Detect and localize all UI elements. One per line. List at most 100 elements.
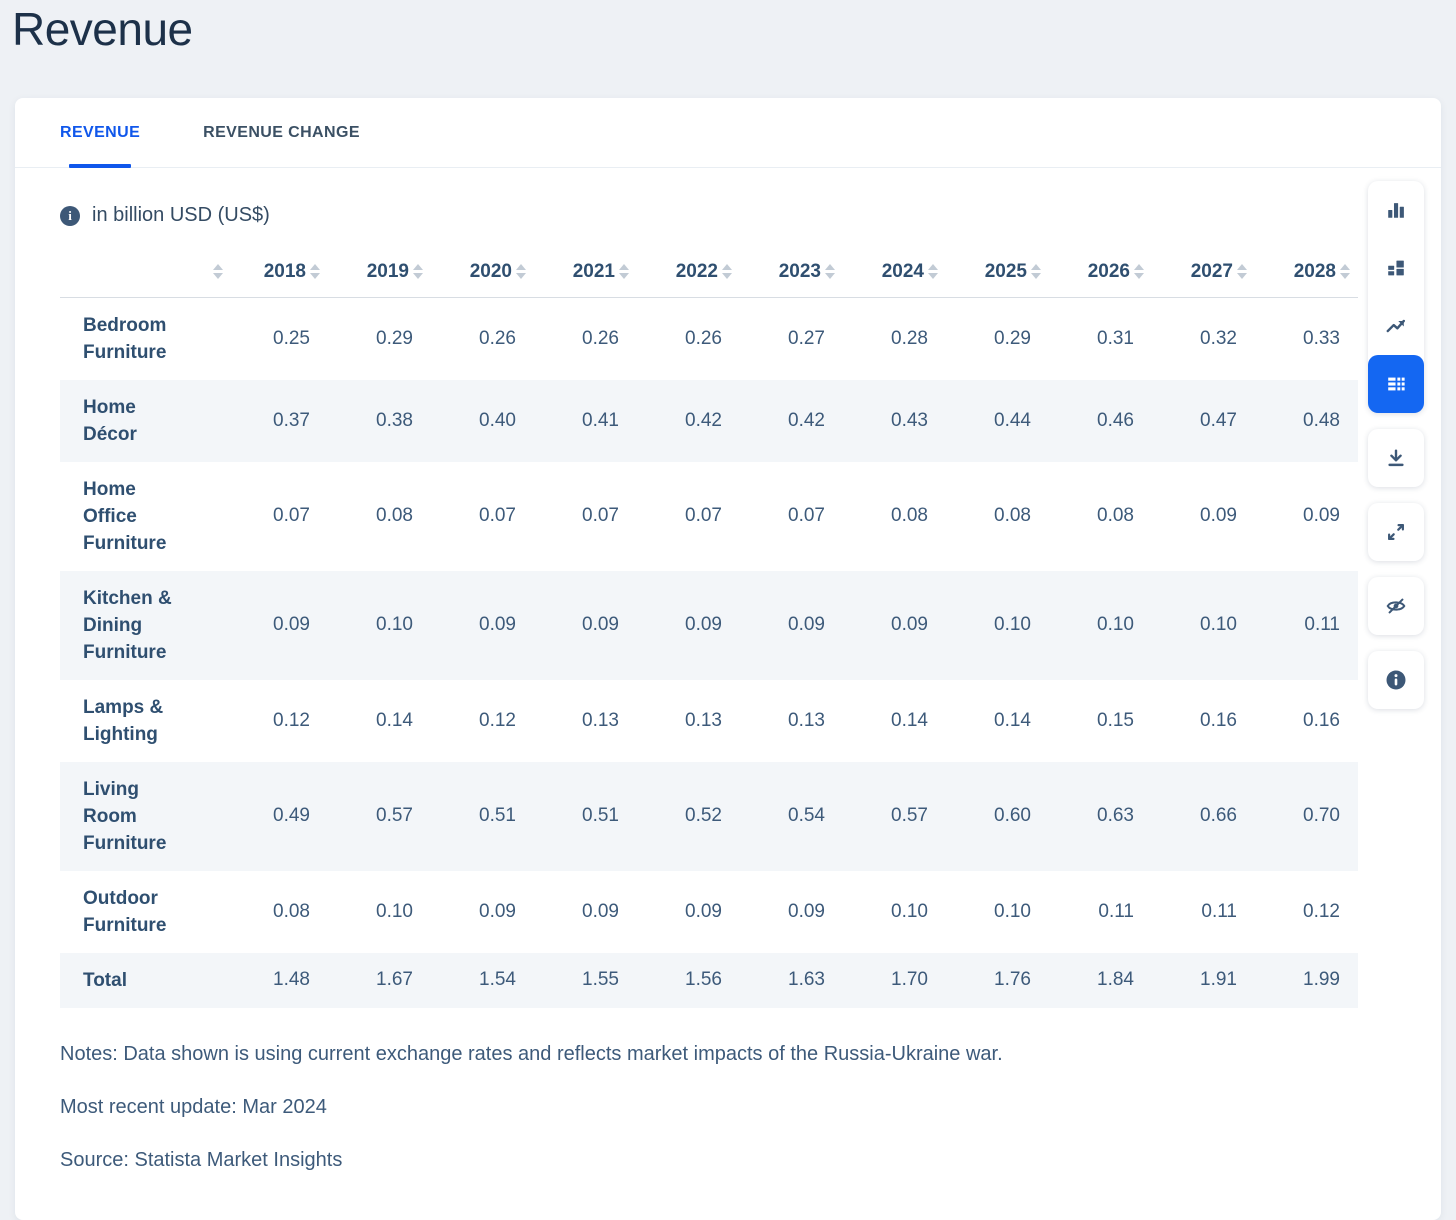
page-title: Revenue: [12, 3, 193, 55]
year-column-header[interactable]: 2026: [1049, 247, 1152, 298]
row-label: Kitchen & Dining Furniture: [83, 587, 172, 663]
stacked-bar-chart-icon: [1385, 257, 1407, 279]
unit-line: i in billion USD (US$): [60, 204, 1441, 227]
value-cell: 0.60: [994, 805, 1031, 826]
row-label: Total: [83, 969, 127, 991]
value-cell: 0.07: [273, 505, 310, 526]
value-cell: 0.09: [891, 614, 928, 635]
sort-icon[interactable]: [1340, 264, 1350, 280]
value-cell: 0.42: [788, 409, 825, 431]
value-cell: 0.09: [788, 614, 825, 635]
year-label: 2019: [366, 260, 409, 282]
tab-revenue[interactable]: REVENUE: [60, 98, 140, 167]
value-cell: 0.54: [788, 805, 825, 826]
value-cell: 1.48: [273, 969, 310, 990]
value-cell: 0.25: [273, 327, 310, 349]
table-view-button[interactable]: [1368, 355, 1424, 413]
value-cell: 0.14: [994, 709, 1031, 731]
value-cell: 0.51: [479, 805, 516, 826]
value-cell: 0.11: [1304, 614, 1340, 635]
info-button[interactable]: [1368, 651, 1424, 709]
value-cell: 0.08: [376, 505, 413, 526]
value-cell: 0.40: [479, 409, 516, 431]
value-cell: 0.08: [273, 900, 310, 922]
year-label: 2021: [572, 260, 615, 282]
table-row: Lamps & Lighting 0.12 0.14 0.12 0.13 0.13 0.13…: [60, 680, 1358, 762]
sort-icon[interactable]: [1134, 264, 1144, 280]
year-column-header[interactable]: 2019: [328, 247, 431, 298]
value-cell: 0.31: [1097, 327, 1134, 349]
sort-icon[interactable]: [1237, 264, 1247, 280]
year-column-header[interactable]: 2028: [1255, 247, 1358, 298]
row-label-column-header[interactable]: [60, 247, 225, 298]
year-label: 2023: [778, 260, 821, 282]
table-row: Living Room Furniture 0.49 0.57 0.51 0.51 0.5…: [60, 761, 1358, 871]
row-label: Bedroom Furniture: [83, 314, 167, 363]
table-row: Home Décor 0.37 0.38 0.40 0.41 0.42 0.42 0.43 0.…: [60, 379, 1358, 462]
info-icon[interactable]: i: [60, 205, 80, 226]
year-label: 2022: [675, 260, 718, 282]
sort-icon[interactable]: [1031, 264, 1041, 280]
year-column-header[interactable]: 2022: [637, 247, 740, 298]
value-cell: 0.38: [376, 409, 413, 431]
year-column-header[interactable]: 2021: [534, 247, 637, 298]
value-cell: 0.27: [788, 327, 825, 349]
value-cell: 0.10: [994, 900, 1031, 922]
tab-revenue-change[interactable]: REVENUE CHANGE: [203, 123, 360, 141]
sort-icon[interactable]: [413, 264, 423, 280]
value-cell: 0.26: [685, 327, 722, 349]
value-cell: 0.08: [891, 505, 928, 526]
year-column-header[interactable]: 2027: [1152, 247, 1255, 298]
line-chart-view-button[interactable]: [1368, 297, 1424, 355]
sort-icon[interactable]: [213, 264, 223, 280]
sort-icon[interactable]: [825, 264, 835, 280]
hide-button[interactable]: [1368, 577, 1424, 635]
expand-button[interactable]: [1368, 503, 1424, 561]
year-column-header[interactable]: 2025: [946, 247, 1049, 298]
view-switcher-group: [1368, 181, 1424, 413]
stacked-chart-view-button[interactable]: [1368, 239, 1424, 297]
sort-icon[interactable]: [310, 264, 320, 280]
value-cell: 1.63: [788, 969, 825, 990]
year-column-header[interactable]: 2020: [431, 247, 534, 298]
bar-chart-view-button[interactable]: [1368, 181, 1424, 239]
table-panel: i in billion USD (US$) 2018 2019 2020 2021 2…: [15, 168, 1441, 1220]
line-chart-icon: [1385, 315, 1407, 337]
value-cell: 0.16: [1200, 709, 1237, 731]
sort-icon[interactable]: [928, 264, 938, 280]
value-cell: 1.76: [994, 969, 1031, 990]
bar-chart-icon: [1385, 199, 1407, 221]
year-label: 2028: [1293, 260, 1336, 282]
year-label: 2018: [263, 260, 306, 282]
value-cell: 0.12: [273, 709, 310, 731]
table-view-icon: [1385, 373, 1407, 395]
year-column-header[interactable]: 2024: [843, 247, 946, 298]
revenue-card: REVENUE REVENUE CHANGE i in billion USD …: [15, 98, 1441, 1220]
value-cell: 0.09: [479, 900, 516, 922]
download-button[interactable]: [1368, 429, 1424, 487]
value-cell: 0.11: [1098, 900, 1134, 922]
expand-icon: [1385, 521, 1407, 543]
value-cell: 0.08: [1097, 505, 1134, 526]
value-cell: 0.29: [376, 327, 413, 349]
value-cell: 1.56: [685, 969, 722, 990]
value-cell: 0.49: [273, 805, 310, 826]
value-cell: 0.47: [1200, 409, 1237, 431]
value-cell: 0.52: [685, 805, 722, 826]
sort-icon[interactable]: [619, 264, 629, 280]
value-cell: 0.48: [1303, 409, 1340, 431]
value-cell: 0.10: [994, 614, 1031, 635]
unit-label: in billion USD (US$): [92, 204, 270, 226]
notes-line: Notes: Data shown is using current excha…: [60, 1042, 1003, 1065]
year-label: 2026: [1087, 260, 1130, 282]
year-column-header[interactable]: 2018: [225, 247, 328, 298]
value-cell: 0.10: [1097, 614, 1134, 635]
value-cell: 0.15: [1097, 709, 1134, 731]
value-cell: 0.07: [479, 505, 516, 526]
table-total-row: Total 1.48 1.67 1.54 1.55 1.56 1.63 1.70 1.76 1.8…: [60, 952, 1358, 1008]
value-cell: 0.42: [685, 409, 722, 431]
sort-icon[interactable]: [722, 264, 732, 280]
year-column-header[interactable]: 2023: [740, 247, 843, 298]
table-row: Bedroom Furniture 0.25 0.29 0.26 0.26 0.26 0.2…: [60, 297, 1358, 380]
sort-icon[interactable]: [516, 264, 526, 280]
